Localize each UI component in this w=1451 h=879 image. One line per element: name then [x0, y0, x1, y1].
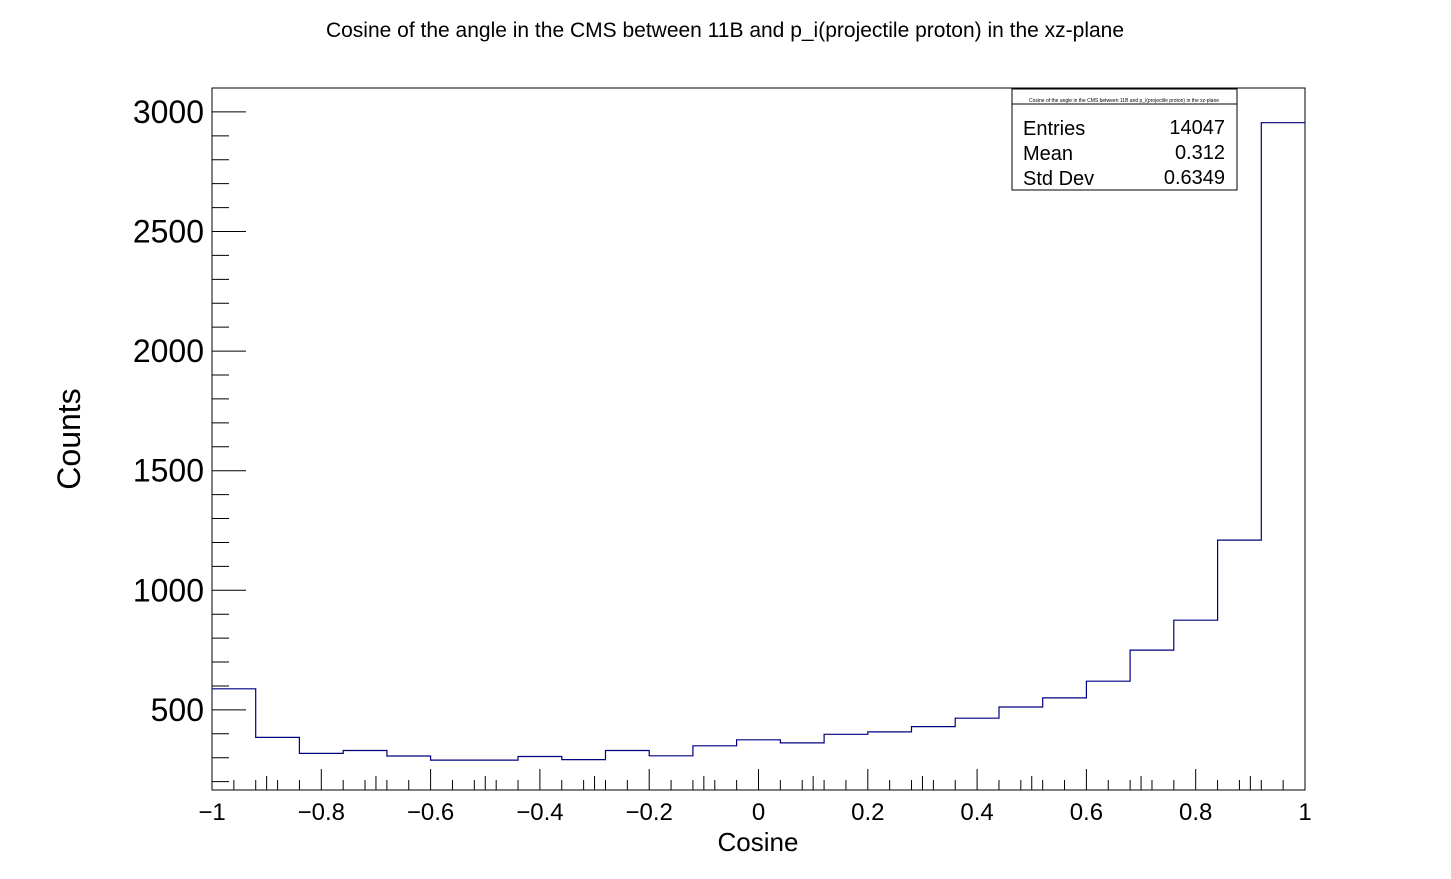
y-axis: 500 1000 1500 2000 2500 3000: [133, 87, 246, 783]
stats-entries-label: Entries: [1023, 118, 1085, 140]
x-tick-label: −0.4: [516, 799, 563, 826]
stats-box: Cosine of the angle in the CMS between 1…: [1011, 88, 1238, 191]
x-tick-label: −0.2: [626, 799, 673, 826]
y-tick-label: 2500: [133, 214, 204, 250]
x-tick-label: 0: [752, 799, 765, 826]
plot-frame: [211, 87, 1306, 791]
x-tick-label: −0.8: [298, 799, 345, 826]
y-tick-label: 2000: [133, 333, 204, 369]
stats-box-frame: [1011, 88, 1238, 191]
chart-title: Cosine of the angle in the CMS between 1…: [326, 19, 1124, 42]
stats-stddev-value: 0.6349: [1164, 167, 1225, 189]
x-tick-label: 1: [1298, 799, 1311, 826]
stats-mean-value: 0.312: [1175, 142, 1225, 164]
stats-mean-label: Mean: [1023, 143, 1073, 165]
x-tick-label: 0.4: [960, 799, 993, 826]
stats-entries-value: 14047: [1169, 117, 1225, 139]
y-tick-label: 1500: [133, 453, 204, 489]
x-tick-label: 0.8: [1179, 799, 1212, 826]
stats-box-title: Cosine of the angle in the CMS between 1…: [1029, 98, 1219, 104]
y-tick-label: 1000: [133, 572, 204, 608]
x-tick-label: −1: [198, 799, 225, 826]
x-axis-label: Cosine: [718, 827, 799, 857]
stats-stddev-label: Std Dev: [1023, 168, 1094, 190]
x-tick-label: 0.6: [1070, 799, 1103, 826]
y-tick-label: 3000: [133, 94, 204, 130]
y-tick-label: 500: [151, 692, 204, 728]
histogram-series-line: [212, 122, 1305, 761]
x-tick-label: 0.2: [851, 799, 884, 826]
x-axis: −1 −0.8 −0.6 −0.4 −0.2 0 0.2 0.4 0.6 0.8 1: [198, 769, 1312, 826]
x-tick-label: −0.6: [407, 799, 454, 826]
y-axis-label: Counts: [51, 388, 87, 489]
